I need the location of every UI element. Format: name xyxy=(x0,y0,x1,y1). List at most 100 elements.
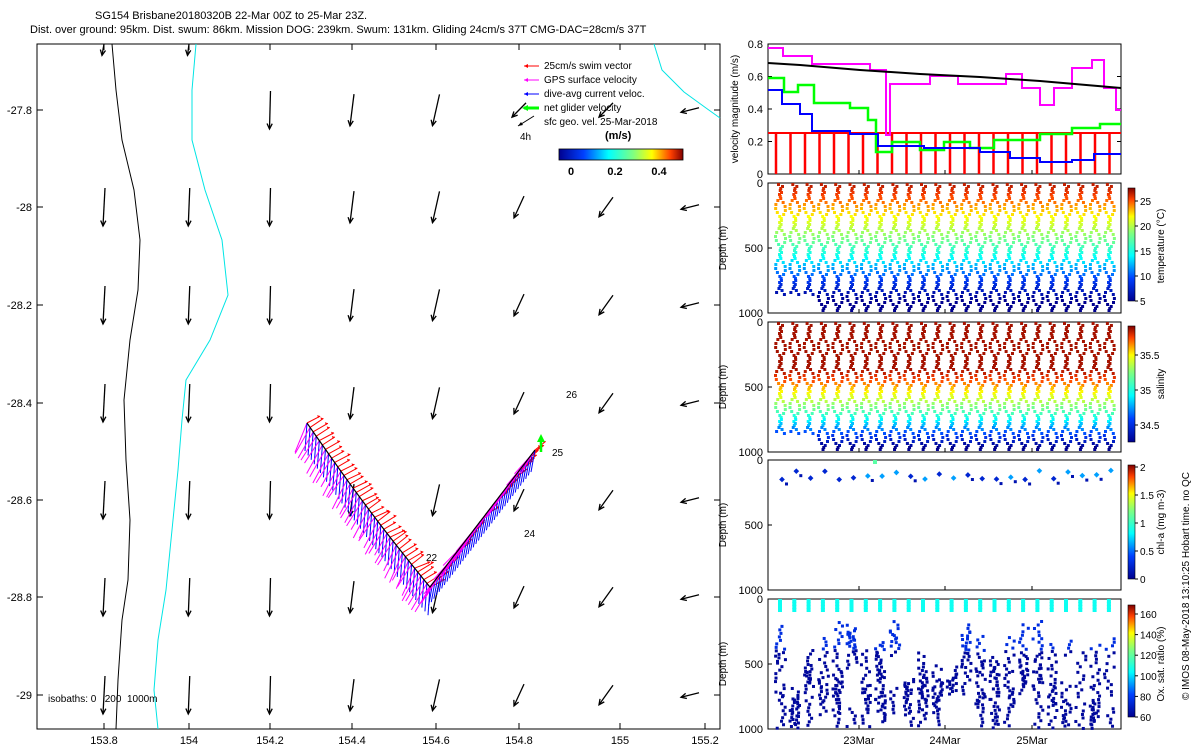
oxygen-sample xyxy=(1092,599,1097,603)
profile-sample xyxy=(823,229,827,232)
swim-vector xyxy=(392,531,407,542)
profile-sample xyxy=(1064,255,1068,258)
profile-sample xyxy=(1017,434,1021,437)
depth-tick-label: 1000 xyxy=(739,585,763,597)
profile-sample xyxy=(904,350,908,353)
profile-sample xyxy=(892,253,896,256)
profile-sample xyxy=(924,324,927,327)
profile-sample xyxy=(904,259,908,262)
profile-sample xyxy=(1018,291,1022,294)
profile-sample xyxy=(788,374,792,377)
oxygen-sample xyxy=(1105,669,1109,673)
oxygen-sample xyxy=(989,670,993,674)
surface-current-arrowhead xyxy=(347,509,354,518)
profile-sample xyxy=(864,285,868,288)
profile-sample xyxy=(955,344,959,347)
profile-sample xyxy=(1110,412,1114,415)
profile-sample xyxy=(1010,412,1014,415)
profile-sample xyxy=(862,398,866,401)
depth-tick-label: 1000 xyxy=(739,308,763,320)
profile-sample xyxy=(1061,271,1065,274)
profile-sample xyxy=(1065,390,1069,393)
profile-sample xyxy=(1037,277,1041,280)
profile-sample xyxy=(1027,237,1031,240)
profile-sample xyxy=(931,374,935,377)
profile-sample xyxy=(1090,350,1094,353)
colorbar-tick-label: 1 xyxy=(1140,519,1146,530)
oxygen-sample xyxy=(980,688,984,692)
profile-sample xyxy=(892,424,896,427)
oxygen-sample xyxy=(1006,599,1011,603)
profile-sample xyxy=(823,324,827,327)
oxygen-sample xyxy=(1019,637,1023,641)
oxygen-sample xyxy=(1109,683,1113,687)
profile-sample xyxy=(1064,221,1068,224)
profile-sample xyxy=(811,241,815,244)
profile-sample xyxy=(850,187,854,190)
profile-sample xyxy=(1103,402,1107,405)
swim-vector xyxy=(386,525,402,534)
oxygen-sample xyxy=(803,691,807,695)
swim-vector xyxy=(334,453,351,463)
profile-sample xyxy=(980,330,984,333)
net-velocity-arrowhead xyxy=(537,434,545,442)
profile-sample xyxy=(822,422,826,425)
oxygen-sample xyxy=(921,605,925,609)
oxygen-sample xyxy=(981,703,985,707)
oxygen-sample xyxy=(895,686,899,690)
oxygen-sample xyxy=(992,602,997,606)
oxygen-sample xyxy=(917,666,921,670)
profile-sample xyxy=(779,396,783,399)
oxygen-sample xyxy=(1060,691,1064,695)
profile-sample xyxy=(851,362,855,365)
profile-sample xyxy=(798,269,802,272)
profile-sample xyxy=(1054,372,1058,375)
profile-sample xyxy=(1088,207,1092,210)
profile-sample xyxy=(808,422,812,425)
profile-sample xyxy=(896,213,900,216)
profile-sample xyxy=(950,307,954,310)
surface-current-arrowhead xyxy=(513,407,520,416)
profile-sample xyxy=(860,378,864,381)
oxygen-sample xyxy=(1069,650,1073,654)
oxygen-sample xyxy=(834,698,838,702)
profile-sample xyxy=(926,408,930,411)
oxygen-sample xyxy=(837,717,841,721)
profile-sample xyxy=(1036,307,1040,310)
oxygen-sample xyxy=(892,605,897,609)
oxygen-sample xyxy=(838,631,842,635)
profile-sample xyxy=(917,378,921,381)
chla-sample xyxy=(1085,478,1089,482)
surface-current-arrowhead xyxy=(347,216,354,225)
profile-sample xyxy=(1035,221,1039,224)
profile-sample xyxy=(1036,326,1040,329)
profile-sample xyxy=(874,406,878,409)
profile-sample xyxy=(841,297,845,300)
map-x-tick-label: 155 xyxy=(611,735,629,747)
profile-sample xyxy=(898,265,902,268)
profile-sample xyxy=(1018,211,1022,214)
profile-sample xyxy=(910,352,914,355)
profile-sample xyxy=(938,340,942,343)
profile-sample xyxy=(1105,322,1109,325)
oxygen-sample xyxy=(810,667,814,671)
profile-sample xyxy=(1047,350,1051,353)
profile-sample xyxy=(968,213,972,216)
profile-sample xyxy=(963,253,967,256)
profile-sample xyxy=(822,330,826,333)
dac-speed-line xyxy=(768,89,1121,163)
profile-sample xyxy=(867,273,871,276)
profile-sample xyxy=(1020,227,1024,230)
profile-sample xyxy=(774,267,778,270)
profile-sample xyxy=(1035,360,1039,363)
profile-sample xyxy=(896,340,900,343)
profile-sample xyxy=(774,402,778,405)
profile-sample xyxy=(1045,295,1049,298)
profile-sample xyxy=(1022,422,1026,425)
profile-sample xyxy=(850,197,854,200)
profile-sample xyxy=(832,378,836,381)
profile-sample xyxy=(978,328,982,331)
profile-sample xyxy=(778,255,782,258)
profile-sample xyxy=(888,203,892,206)
